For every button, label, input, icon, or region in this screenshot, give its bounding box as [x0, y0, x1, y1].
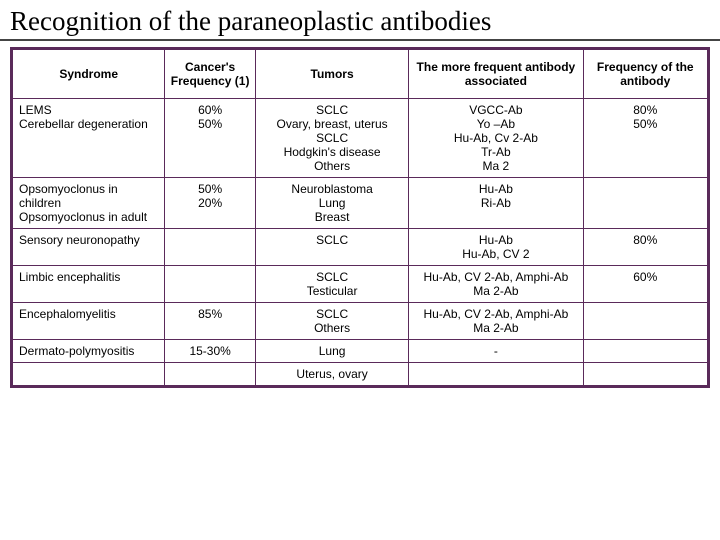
cell-antibody: - [409, 340, 583, 363]
cell-syndrome [12, 363, 165, 387]
cell-antibody [409, 363, 583, 387]
cell-syndrome: Sensory neuronopathy [12, 229, 165, 266]
table-row: LEMSCerebellar degeneration 60%50% SCLCO… [12, 99, 709, 178]
table-row: Dermato-polymyositis 15-30% Lung - [12, 340, 709, 363]
cell-syndrome: LEMSCerebellar degeneration [12, 99, 165, 178]
cell-ab-freq [583, 303, 708, 340]
antibody-table: Syndrome Cancer's Frequency (1) Tumors T… [10, 47, 710, 388]
cell-tumors: Uterus, ovary [255, 363, 408, 387]
cell-tumors: SCLCTesticular [255, 266, 408, 303]
cell-cancer-freq: 50%20% [165, 178, 256, 229]
table-container: Syndrome Cancer's Frequency (1) Tumors T… [0, 41, 720, 398]
cell-syndrome: Limbic encephalitis [12, 266, 165, 303]
cell-antibody: Hu-Ab, CV 2-Ab, Amphi-AbMa 2-Ab [409, 303, 583, 340]
cell-antibody: VGCC-AbYo –AbHu-Ab, Cv 2-AbTr-AbMa 2 [409, 99, 583, 178]
cell-ab-freq: 80% [583, 229, 708, 266]
cell-syndrome: Opsomyoclonus in childrenOpsomyoclonus i… [12, 178, 165, 229]
cell-ab-freq: 80%50% [583, 99, 708, 178]
table-row: Encephalomyelitis 85% SCLCOthers Hu-Ab, … [12, 303, 709, 340]
cell-tumors: SCLCOthers [255, 303, 408, 340]
col-tumors: Tumors [255, 49, 408, 99]
table-row: Opsomyoclonus in childrenOpsomyoclonus i… [12, 178, 709, 229]
cell-tumors: SCLC [255, 229, 408, 266]
table-body: LEMSCerebellar degeneration 60%50% SCLCO… [12, 99, 709, 387]
col-antibody: The more frequent antibody associated [409, 49, 583, 99]
cell-ab-freq: 60% [583, 266, 708, 303]
cell-tumors: Lung [255, 340, 408, 363]
cell-ab-freq [583, 363, 708, 387]
page-title: Recognition of the paraneoplastic antibo… [0, 0, 720, 41]
cell-antibody: Hu-AbRi-Ab [409, 178, 583, 229]
cell-cancer-freq [165, 363, 256, 387]
table-header-row: Syndrome Cancer's Frequency (1) Tumors T… [12, 49, 709, 99]
slide: Recognition of the paraneoplastic antibo… [0, 0, 720, 540]
cell-ab-freq [583, 178, 708, 229]
cell-cancer-freq [165, 229, 256, 266]
cell-tumors: NeuroblastomaLungBreast [255, 178, 408, 229]
cell-syndrome: Encephalomyelitis [12, 303, 165, 340]
cell-cancer-freq: 15-30% [165, 340, 256, 363]
cell-antibody: Hu-Ab, CV 2-Ab, Amphi-AbMa 2-Ab [409, 266, 583, 303]
cell-syndrome: Dermato-polymyositis [12, 340, 165, 363]
cell-cancer-freq [165, 266, 256, 303]
table-row: Limbic encephalitis SCLCTesticular Hu-Ab… [12, 266, 709, 303]
cell-ab-freq [583, 340, 708, 363]
cell-cancer-freq: 85% [165, 303, 256, 340]
table-row: Uterus, ovary [12, 363, 709, 387]
table-row: Sensory neuronopathy SCLC Hu-AbHu-Ab, CV… [12, 229, 709, 266]
cell-antibody: Hu-AbHu-Ab, CV 2 [409, 229, 583, 266]
cell-cancer-freq: 60%50% [165, 99, 256, 178]
col-ab-freq: Frequency of the antibody [583, 49, 708, 99]
cell-tumors: SCLCOvary, breast, uterusSCLCHodgkin's d… [255, 99, 408, 178]
col-cancer-freq: Cancer's Frequency (1) [165, 49, 256, 99]
col-syndrome: Syndrome [12, 49, 165, 99]
